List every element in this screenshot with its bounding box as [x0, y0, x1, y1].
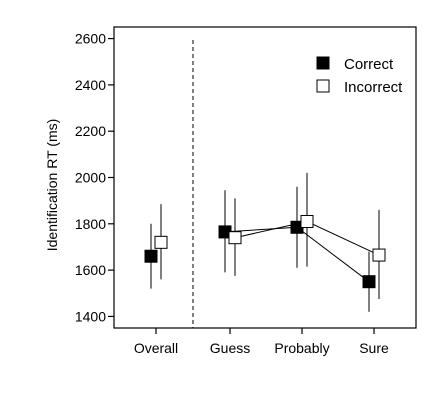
data-points	[144, 214, 386, 289]
y-tick-label: 2000	[75, 170, 106, 186]
y-tick-label: 1600	[75, 262, 106, 278]
x-tick-label: Guess	[210, 340, 250, 356]
legend-marker-incorrect	[316, 79, 330, 93]
point-correct	[362, 275, 376, 289]
x-tick-label: Overall	[134, 340, 178, 356]
point-incorrect	[300, 214, 314, 228]
y-axis-title: Identification RT (ms)	[44, 119, 60, 252]
error-bars	[150, 172, 380, 312]
point-incorrect	[228, 231, 242, 245]
y-tick-label: 2600	[75, 31, 106, 47]
x-tick-label: Sure	[359, 340, 389, 356]
legend-label-incorrect: Incorrect	[344, 79, 403, 96]
legend: Correct Incorrect	[316, 56, 403, 96]
y-tick-label: 1400	[75, 308, 106, 324]
point-correct	[144, 249, 158, 263]
x-axis: Overall Guess Probably Sure	[134, 328, 389, 356]
legend-label-correct: Correct	[344, 56, 394, 73]
y-tick-label: 2200	[75, 123, 106, 139]
x-tick-label: Probably	[274, 340, 329, 356]
point-incorrect	[154, 235, 168, 249]
legend-marker-correct	[316, 56, 330, 70]
point-incorrect	[372, 248, 386, 262]
y-tick-label: 1800	[75, 216, 106, 232]
y-tick-label: 2400	[75, 77, 106, 93]
y-axis: 1400 1600 1800 2000 2200 2400 2600	[75, 31, 114, 324]
